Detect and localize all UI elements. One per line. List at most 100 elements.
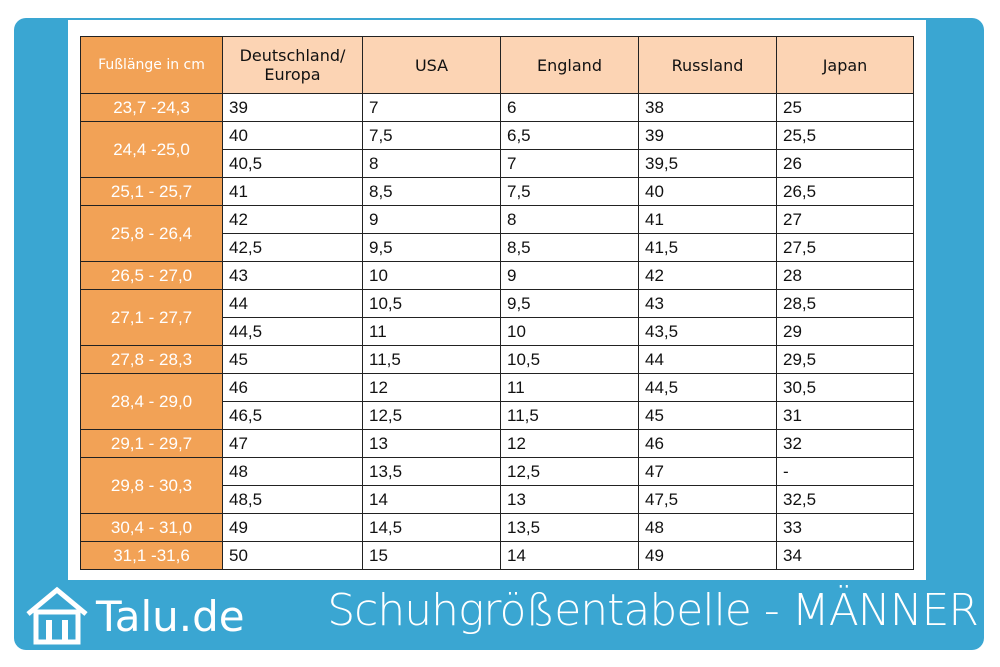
foot-length-cell: 30,4 - 31,0 bbox=[80, 513, 223, 542]
size-cell: 47,5 bbox=[638, 485, 777, 514]
size-cell: 25,5 bbox=[776, 121, 914, 150]
size-cell: 45 bbox=[222, 345, 363, 374]
size-cell: 44,5 bbox=[222, 317, 363, 346]
size-cell: 12 bbox=[362, 373, 501, 402]
foot-length-cell: 26,5 - 27,0 bbox=[80, 261, 223, 290]
size-cell: 9 bbox=[500, 261, 639, 290]
size-cell: 29,5 bbox=[776, 345, 914, 374]
size-cell: 12 bbox=[500, 429, 639, 458]
size-cell: 12,5 bbox=[500, 457, 639, 486]
size-cell: 40,5 bbox=[222, 149, 363, 178]
size-cell: 26 bbox=[776, 149, 914, 178]
size-cell: 47 bbox=[638, 457, 777, 486]
size-cell: 9,5 bbox=[362, 233, 501, 262]
size-cell: 41 bbox=[222, 177, 363, 206]
size-cell: 25 bbox=[776, 93, 914, 122]
size-cell: 33 bbox=[776, 513, 914, 542]
size-cell: 45 bbox=[638, 401, 777, 430]
size-cell: 8,5 bbox=[500, 233, 639, 262]
size-cell: 46,5 bbox=[222, 401, 363, 430]
size-cell: 7,5 bbox=[500, 177, 639, 206]
size-cell: 13 bbox=[500, 485, 639, 514]
size-cell: 9,5 bbox=[500, 289, 639, 318]
size-cell: 10,5 bbox=[500, 345, 639, 374]
size-cell: 7 bbox=[500, 149, 639, 178]
table-row: 26,5 - 27,0 43 10 9 42 28 bbox=[80, 261, 914, 290]
table-row: 29,1 - 29,7 47 13 12 46 32 bbox=[80, 429, 914, 458]
header-cell: USA bbox=[362, 36, 501, 94]
foot-length-cell: 24,4 -25,0 bbox=[80, 121, 223, 178]
size-cell: 34 bbox=[776, 541, 914, 570]
size-cell: 6 bbox=[500, 93, 639, 122]
size-cell: 8 bbox=[500, 205, 639, 234]
size-cell: 40 bbox=[638, 177, 777, 206]
header-cell: Russland bbox=[638, 36, 777, 94]
foot-length-cell: 27,1 - 27,7 bbox=[80, 289, 223, 346]
size-cell: 47 bbox=[222, 429, 363, 458]
size-cell: 39 bbox=[222, 93, 363, 122]
size-cell: 7 bbox=[362, 93, 501, 122]
size-cell: 10,5 bbox=[362, 289, 501, 318]
size-cell: 6,5 bbox=[500, 121, 639, 150]
size-cell: 27,5 bbox=[776, 233, 914, 262]
size-cell: 44 bbox=[222, 289, 363, 318]
size-cell: 14 bbox=[362, 485, 501, 514]
size-cell: 14 bbox=[500, 541, 639, 570]
table-row: 23,7 -24,3 39 7 6 38 25 bbox=[80, 93, 914, 122]
size-cell: 39 bbox=[638, 121, 777, 150]
size-cell: 11,5 bbox=[500, 401, 639, 430]
foot-length-cell: 29,1 - 29,7 bbox=[80, 429, 223, 458]
size-cell: 50 bbox=[222, 541, 363, 570]
header-row: Fußlänge in cm Deutschland/ Europa USA Engl… bbox=[80, 36, 914, 94]
foot-length-cell: 27,8 - 28,3 bbox=[80, 345, 223, 374]
foot-length-cell: 25,8 - 26,4 bbox=[80, 205, 223, 262]
size-cell: 7,5 bbox=[362, 121, 501, 150]
size-cell: 10 bbox=[362, 261, 501, 290]
size-cell: 39,5 bbox=[638, 149, 777, 178]
foot-length-cell: 25,1 - 25,7 bbox=[80, 177, 223, 206]
table-row: 25,1 - 25,7 41 8,5 7,5 40 26,5 bbox=[80, 177, 914, 206]
size-cell: 13,5 bbox=[362, 457, 501, 486]
size-cell: 12,5 bbox=[362, 401, 501, 430]
size-cell: 28 bbox=[776, 261, 914, 290]
foot-length-cell: 29,8 - 30,3 bbox=[80, 457, 223, 514]
size-cell: - bbox=[776, 457, 914, 486]
foot-length-cell: 28,4 - 29,0 bbox=[80, 373, 223, 430]
size-cell: 10 bbox=[500, 317, 639, 346]
header-cell: England bbox=[500, 36, 639, 94]
foot-length-cell: 31,1 -31,6 bbox=[80, 541, 223, 570]
size-cell: 49 bbox=[222, 513, 363, 542]
size-cell: 42,5 bbox=[222, 233, 363, 262]
table-row: 30,4 - 31,0 49 14,5 13,5 48 33 bbox=[80, 513, 914, 542]
table-row: 40,5 8 7 39,5 26 bbox=[81, 149, 914, 178]
size-cell: 46 bbox=[638, 429, 777, 458]
size-cell: 43 bbox=[638, 289, 777, 318]
size-cell: 8,5 bbox=[362, 177, 501, 206]
size-cell: 11 bbox=[362, 317, 501, 346]
size-cell: 41,5 bbox=[638, 233, 777, 262]
table-row: 24,4 -25,0 40 7,5 6,5 39 25,5 bbox=[80, 121, 914, 178]
table-body: 23,7 -24,3 39 7 6 38 25 24,4 -25,0 40 7,5 6,5 39 25… bbox=[80, 93, 914, 570]
footer-title: Schuhgrößentabelle - MÄNNER bbox=[327, 585, 979, 636]
size-cell: 32,5 bbox=[776, 485, 914, 514]
size-cell: 28,5 bbox=[776, 289, 914, 318]
logo-text: Talu.de bbox=[96, 592, 245, 641]
header-cell: Japan bbox=[776, 36, 914, 94]
logo-icon bbox=[26, 586, 88, 645]
table-row: 25,8 - 26,4 42 9 8 41 27 bbox=[80, 205, 914, 262]
size-cell: 32 bbox=[776, 429, 914, 458]
table-row: 46,5 12,5 11,5 45 31 bbox=[81, 401, 914, 430]
size-cell: 43 bbox=[222, 261, 363, 290]
size-cell: 49 bbox=[638, 541, 777, 570]
size-cell: 48 bbox=[222, 457, 363, 486]
size-cell: 42 bbox=[638, 261, 777, 290]
size-cell: 43,5 bbox=[638, 317, 777, 346]
size-cell: 11 bbox=[500, 373, 639, 402]
size-cell: 40 bbox=[222, 121, 363, 150]
size-cell: 14,5 bbox=[362, 513, 501, 542]
size-cell: 41 bbox=[638, 205, 777, 234]
size-cell: 27 bbox=[776, 205, 914, 234]
size-cell: 13 bbox=[362, 429, 501, 458]
table-row: 27,8 - 28,3 45 11,5 10,5 44 29,5 bbox=[80, 345, 914, 374]
